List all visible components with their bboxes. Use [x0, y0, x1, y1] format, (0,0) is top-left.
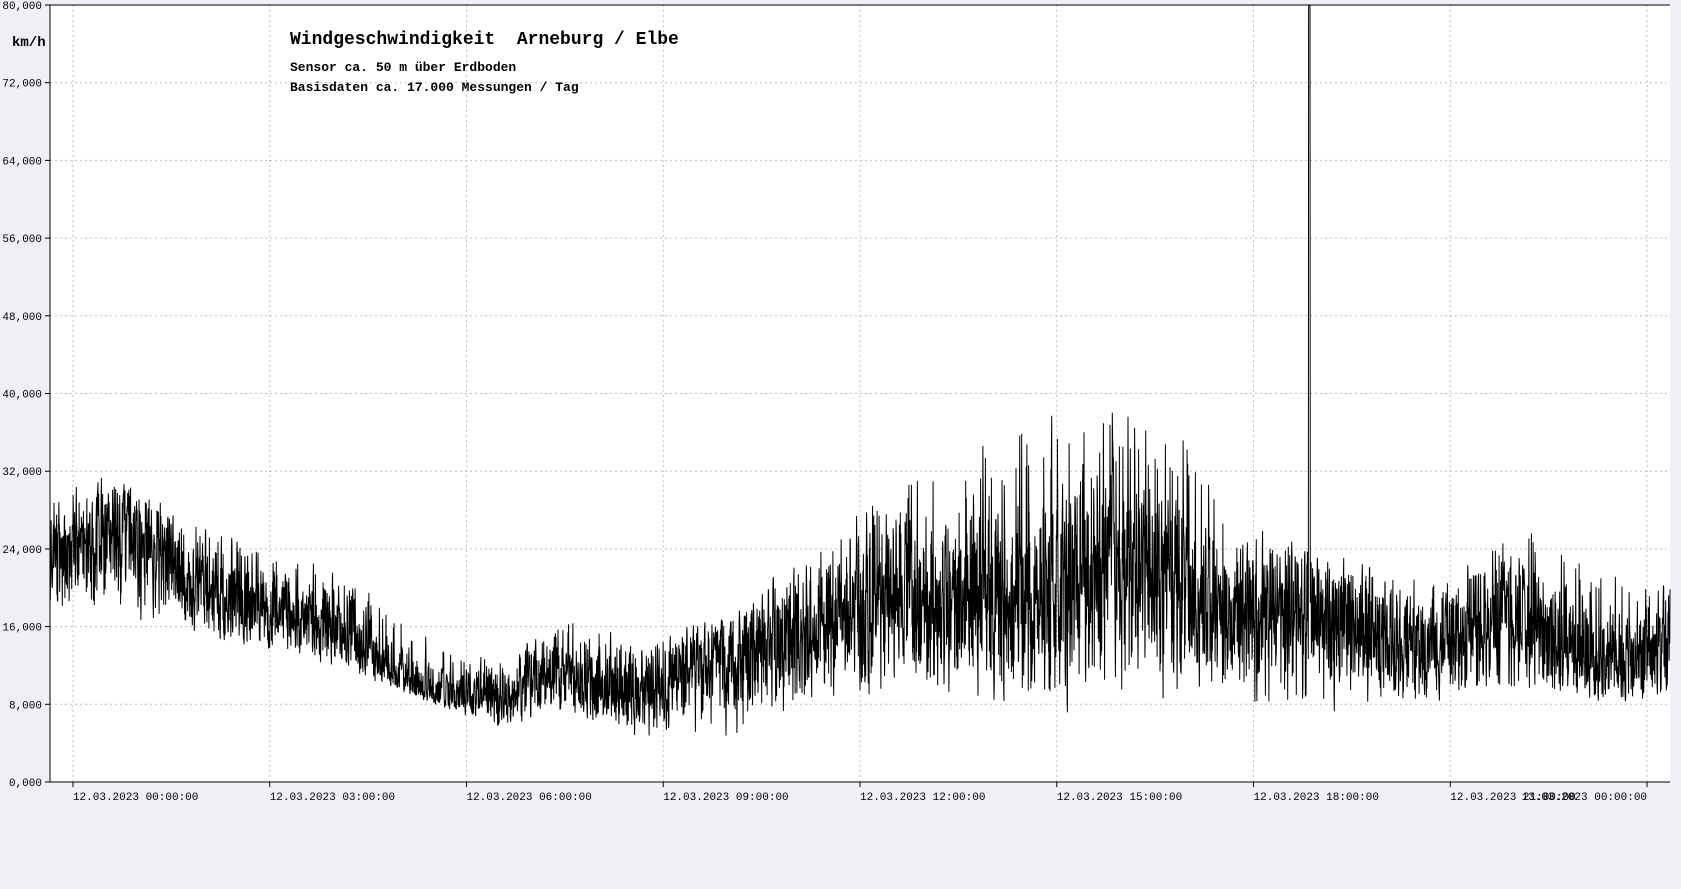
x-tick-label: 12.03.2023 12:00:00: [860, 792, 985, 804]
y-tick-label: 16,000: [2, 623, 42, 635]
chart-subtitle-sensor: Sensor ca. 50 m über Erdboden: [290, 60, 516, 75]
y-tick-label: 48,000: [2, 312, 42, 324]
y-tick-label: 32,000: [2, 467, 42, 479]
x-tick-label: 12.03.2023 15:00:00: [1057, 792, 1182, 804]
y-tick-label: 24,000: [2, 545, 42, 557]
x-tick-label: 12.03.2023 03:00:00: [270, 792, 395, 804]
chart-title: Windgeschwindigkeit Arneburg / Elbe: [290, 30, 679, 50]
y-tick-label: 56,000: [2, 234, 42, 246]
y-tick-label: 40,000: [2, 390, 42, 402]
x-tick-label: 13.03.2023 00:00:00: [1522, 792, 1647, 804]
y-tick-label: 64,000: [2, 156, 42, 168]
x-axis-ticks: 12.03.2023 00:00:00 12.03.2023 03:00:00 12…: [73, 782, 1647, 804]
x-tick-label: 12.03.2023 00:00:00: [73, 792, 198, 804]
y-axis-unit-label: km/h: [12, 35, 46, 51]
x-tick-label: 12.03.2023 18:00:00: [1254, 792, 1379, 804]
y-tick-label: 72,000: [2, 79, 42, 91]
chart-subtitle-data: Basisdaten ca. 17.000 Messungen / Tag: [290, 80, 579, 95]
x-tick-label: 12.03.2023 09:00:00: [663, 792, 788, 804]
y-tick-label: 8,000: [9, 700, 42, 712]
wind-chart: 0,000 8,000 16,000 24,000 32,000 40,000 48,000…: [0, 0, 1681, 889]
y-tick-label: 80,000: [2, 1, 42, 13]
y-tick-label: 0,000: [9, 778, 42, 790]
x-tick-label: 12.03.2023 06:00:00: [466, 792, 591, 804]
y-axis-ticks: 0,000 8,000 16,000 24,000 32,000 40,000 48,000…: [2, 1, 50, 790]
